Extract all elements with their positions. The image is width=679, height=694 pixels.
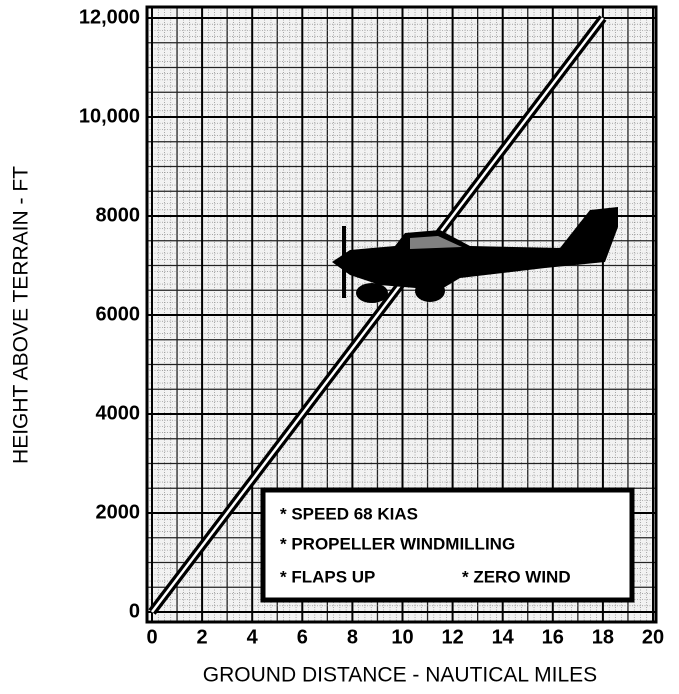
x-tick-label: 16 [542,626,564,648]
y-tick-label: 8000 [96,204,141,226]
y-tick-label: 2000 [96,501,141,523]
series [148,15,607,615]
x-tick-label: 20 [642,626,664,648]
annotation-box: * SPEED 68 KIAS * PROPELLER WINDMILLING … [260,487,635,603]
x-tick-label: 8 [347,626,358,648]
y-axis-label: HEIGHT ABOVE TERRAIN - FT [10,166,33,464]
wheel [356,283,388,303]
y-tick-label: 0 [129,600,140,622]
x-tick-label: 18 [592,626,614,648]
y-tick-label: 12,000 [79,6,140,28]
glide-line-core [151,17,604,613]
x-tick-label: 6 [297,626,308,648]
y-tick-label: 10,000 [79,105,140,127]
note-box [260,487,635,603]
x-tick-label: 4 [247,626,259,648]
fuselage [332,207,618,290]
x-tick-label: 10 [391,626,413,648]
plot-frame [145,5,658,624]
airplane [332,207,618,303]
x-tick-label: 2 [197,626,208,648]
note: * FLAPS UP [280,567,375,586]
note: * SPEED 68 KIAS [280,504,418,523]
x-axis-label: GROUND DISTANCE - NAUTICAL MILES [203,664,597,687]
y-tick-label: 6000 [96,303,141,325]
x-tick-label: 14 [492,626,515,648]
window [410,236,462,249]
note: * PROPELLER WINDMILLING [280,534,515,553]
wheel [415,280,445,302]
x-tick-label: 12 [441,626,463,648]
x-tick-label: 0 [146,626,157,648]
y-tick-label: 4000 [96,402,141,424]
note: * ZERO WIND [462,567,571,586]
